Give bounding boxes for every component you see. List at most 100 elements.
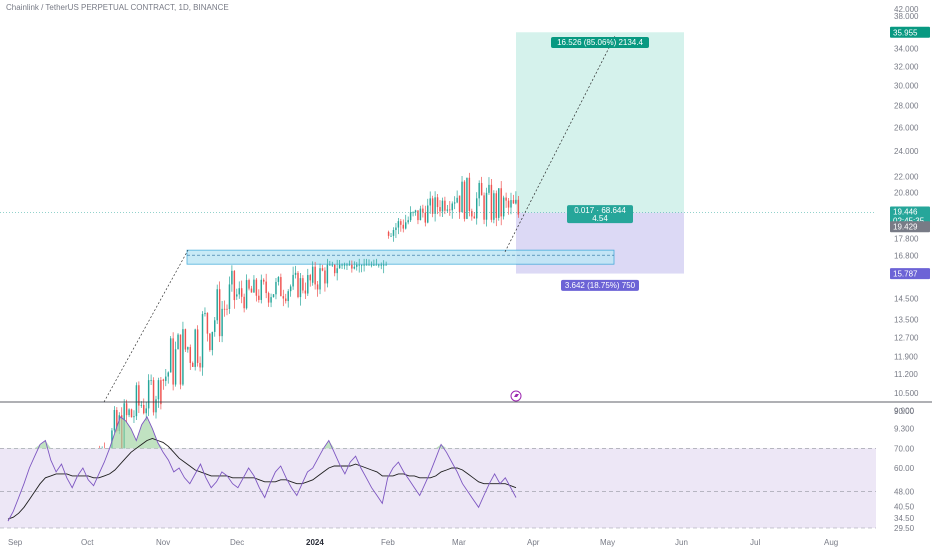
candle-body [307,275,309,294]
candle [414,209,417,216]
candle-body [461,181,463,213]
candle-body [502,197,505,217]
candle [201,311,204,376]
candle-body [262,279,265,282]
candle [270,293,272,308]
candle [478,180,480,207]
candle-body [431,198,434,214]
time-tick-label: Aug [824,538,838,547]
candle-body [218,289,221,337]
candle [233,270,236,309]
candle [302,275,304,294]
candle [245,274,248,310]
candle [172,332,174,391]
candle-body [517,199,520,215]
candle-body [378,264,380,266]
support-zone-rect [186,249,615,265]
rsi-tick-label: 90.00 [894,407,915,416]
candle [253,275,255,293]
candle [297,270,299,299]
candle [179,334,182,390]
candle [285,293,287,304]
candle [363,258,365,272]
candle-body [253,279,255,293]
price-tick-label: 11.900 [894,352,918,361]
candle-body [135,385,138,417]
candle [419,205,422,221]
candle-body [184,329,187,350]
candle [311,261,314,286]
stop-label-bg [561,279,639,291]
candle-body [326,264,329,284]
candle-body [427,205,429,223]
candle [204,307,206,317]
candle-body [177,334,179,350]
candle [375,258,378,266]
candle-body [348,264,351,266]
event-marker[interactable] [510,390,522,402]
candle [407,216,409,225]
candle-body [260,279,263,300]
candle-body [289,286,292,292]
price-tick-label: 42.000 [894,5,919,14]
candle-body [172,338,174,385]
candle [165,368,167,387]
price-tick-label: 30.000 [894,81,919,90]
time-tick-label: Feb [381,538,395,547]
candle [226,304,228,316]
candle-body [214,320,216,332]
candle [240,280,243,304]
rsi-tick-label: 34.50 [894,514,915,523]
candle [113,406,116,433]
lightning-icon [514,392,519,400]
price-tick-label: 32.000 [894,62,919,71]
candle-body [240,288,243,297]
candle [138,381,140,414]
time-tick-label: 2024 [306,538,324,547]
candle [515,191,517,205]
target-label[interactable]: 16.526 (85.06%) 2134.4 [551,37,649,48]
candle-body [309,275,311,281]
candle [262,278,265,285]
candle [272,294,275,298]
candle [209,333,211,352]
stop-price-badge-bg [890,268,930,280]
candle-body [338,264,341,269]
candle-body [182,329,184,385]
candle-body [478,182,480,199]
target-price-badge-bg [890,26,930,38]
price-tick-label: 17.800 [894,234,919,243]
candle-body [216,289,218,321]
candle-body [373,264,375,266]
candle [510,192,512,215]
candle [488,177,490,195]
candle-body [152,380,155,413]
price-tick-label: 9.900 [894,406,915,415]
candle-body [130,409,133,418]
candle [463,180,466,222]
time-tick-label: Oct [81,538,94,547]
candle [390,233,392,237]
candle-body [370,264,373,266]
projection-line-2 [504,35,616,253]
candle [400,218,402,232]
candle-body [316,284,319,290]
candle-body [463,181,466,219]
candle-body [243,296,245,309]
candle [177,333,179,350]
candle [517,195,520,218]
candle-body [365,264,368,266]
rsi-band [0,448,876,528]
candle [307,268,309,296]
candle [206,312,209,342]
candle [456,190,458,204]
candle [412,211,414,217]
candle [231,265,233,292]
candle-body [495,193,498,218]
stop-label[interactable]: 3.642 (18.75%) 750 [561,279,639,291]
candle [187,346,189,353]
candle-body [250,288,253,293]
